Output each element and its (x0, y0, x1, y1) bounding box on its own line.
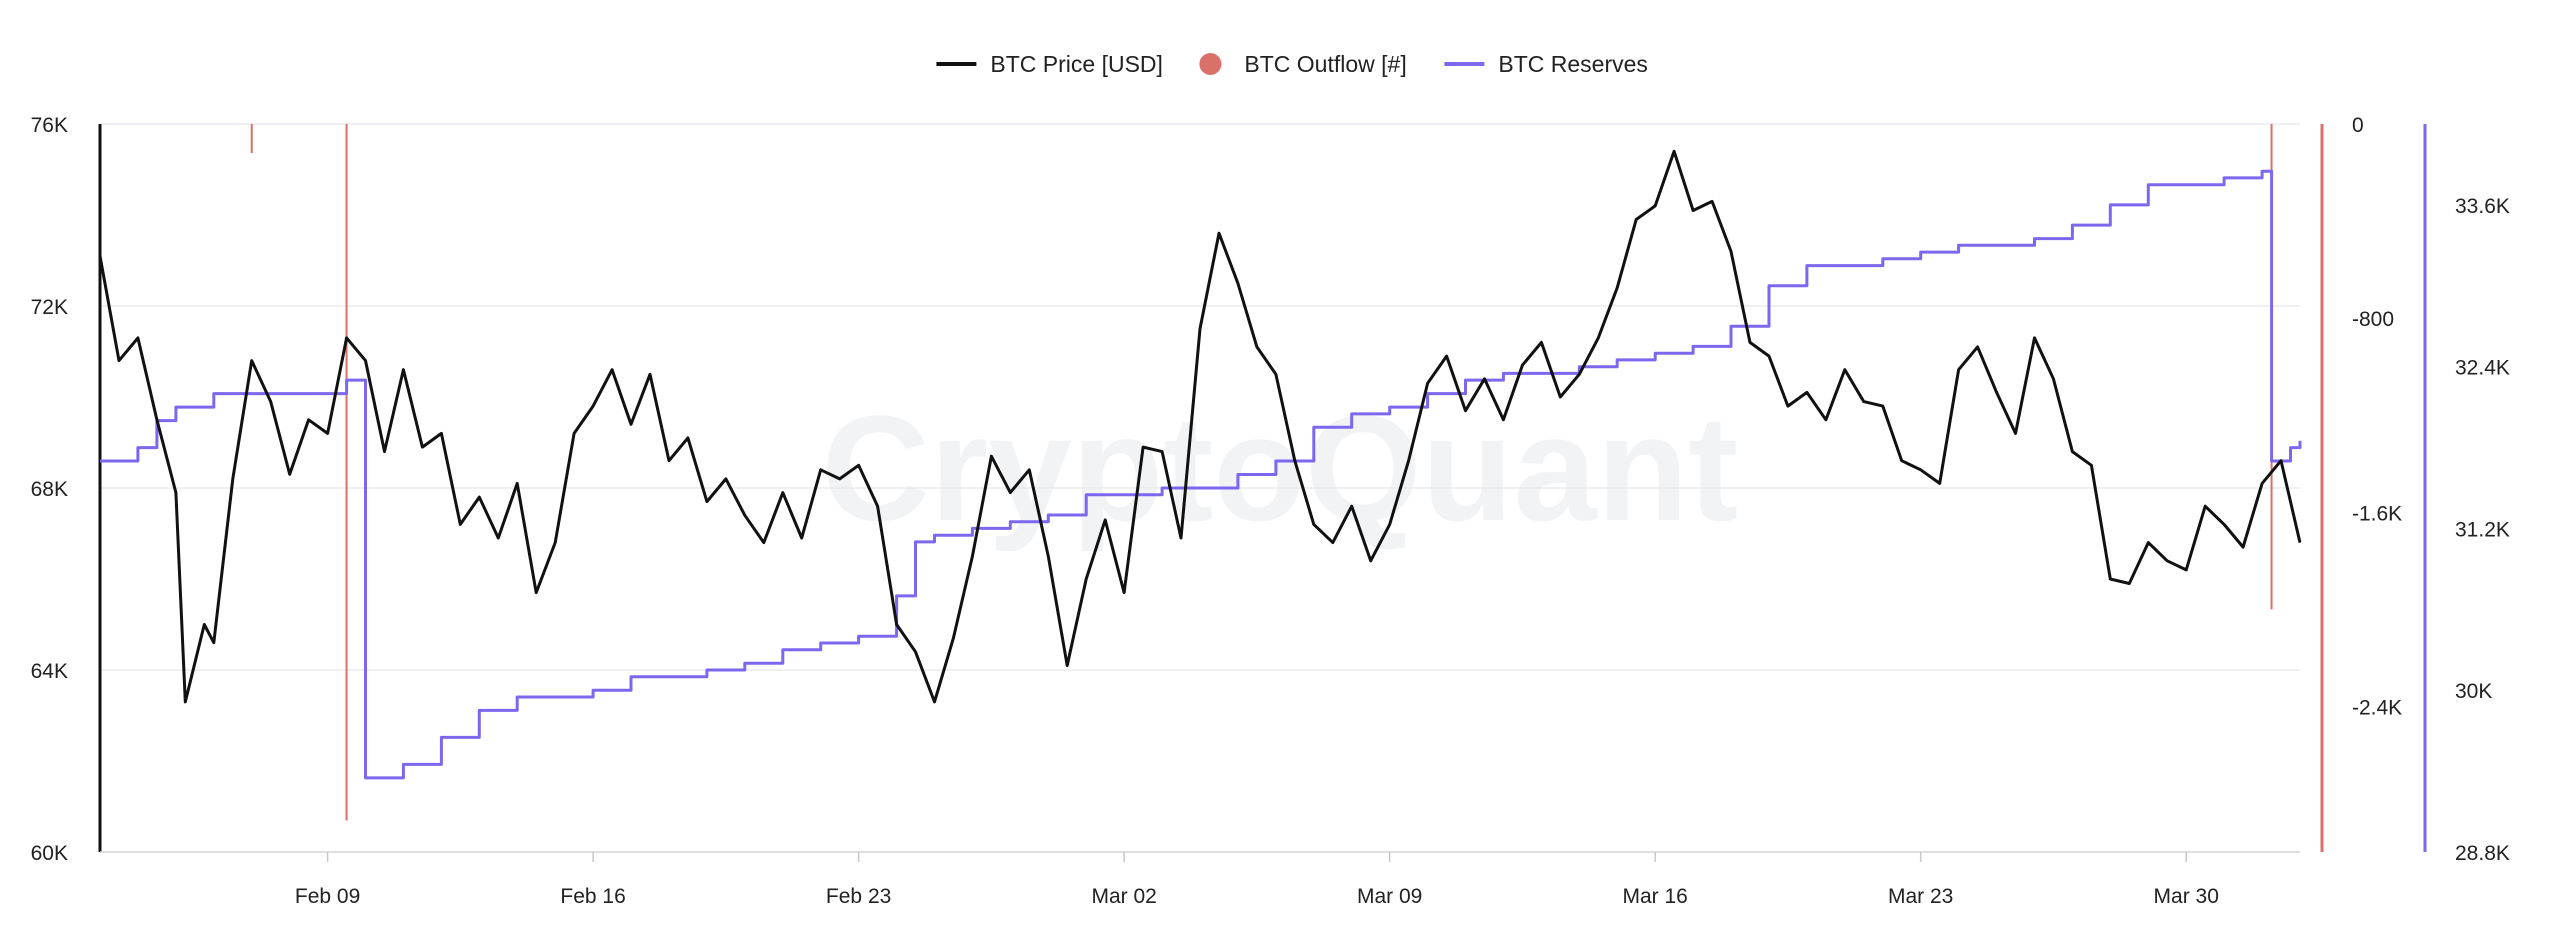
legend-label: BTC Outflow [#] (1244, 51, 1406, 77)
x-tick-label: Mar 16 (1622, 885, 1687, 908)
outflow-tick-label: -1.6K (2352, 502, 2402, 525)
outflow-tick-label: 0 (2352, 114, 2364, 137)
x-tick-label: Mar 23 (1888, 885, 1953, 908)
legend-swatch-dot (1199, 53, 1222, 75)
axes: 60K 64K 68K 72K 76K 0 -800 -1.6K -2.4K 28.8K 30K 31… (31, 114, 2510, 908)
outflow-tick-label: -800 (2352, 308, 2394, 331)
x-tick-label: Mar 09 (1357, 885, 1422, 908)
x-tick-label: Feb 16 (560, 885, 625, 908)
price-line (98, 149, 2302, 704)
reserves-tick-label: 32.4K (2455, 357, 2510, 380)
reserves-tick-label: 30K (2455, 680, 2492, 703)
x-tick-label: Mar 02 (1091, 885, 1156, 908)
reserves-tick-label: 31.2K (2455, 518, 2510, 541)
x-tick-label: Feb 23 (826, 885, 891, 908)
price-tick-label: 64K (31, 660, 68, 683)
x-tick-label: Mar 30 (2154, 885, 2219, 908)
price-tick-label: 68K (31, 478, 68, 501)
price-tick-label: 60K (31, 842, 68, 865)
reserves-tick-label: 28.8K (2455, 842, 2510, 865)
x-tick-label: Feb 09 (295, 885, 360, 908)
legend-label: BTC Price [USD] (990, 51, 1163, 77)
legend-label: BTC Reserves (1498, 51, 1648, 77)
price-tick-label: 72K (31, 296, 68, 319)
outflow-tick-label: -2.4K (2352, 696, 2402, 719)
reserves-series (100, 169, 2302, 780)
legend: BTC Price [USD] BTC Outflow [#] BTC Reserv… (936, 51, 1648, 77)
price-tick-label: 76K (31, 114, 68, 137)
price-series (98, 149, 2302, 704)
reserves-line (100, 169, 2302, 780)
reserves-tick-label: 33.6K (2455, 195, 2510, 218)
watermark-logo: CryptoQuant (822, 384, 1739, 552)
